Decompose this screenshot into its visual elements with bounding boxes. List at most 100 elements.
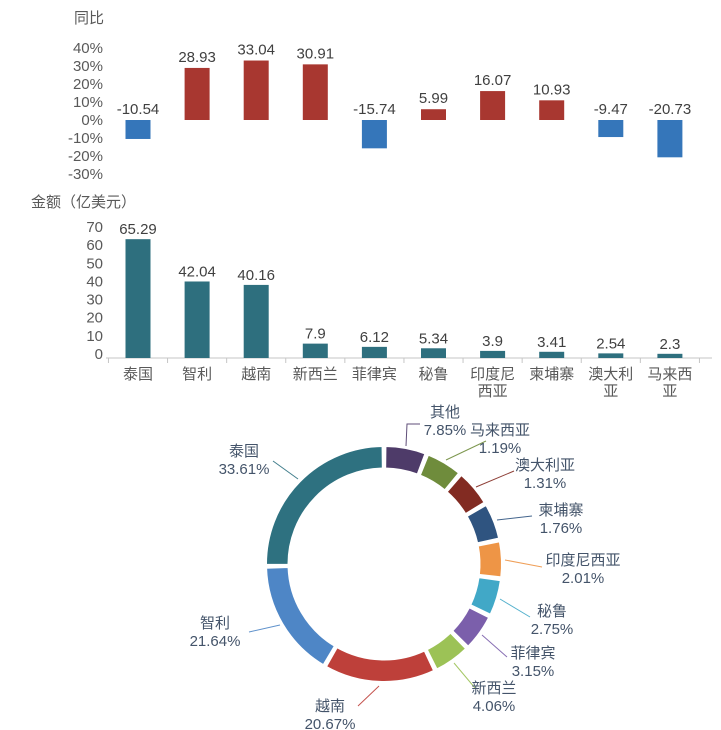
donut-slice-label: 越南: [315, 698, 345, 715]
amount-category-label: 泰国: [123, 366, 153, 383]
donut-slice: [450, 605, 491, 649]
amount-bar-value-label: 40.16: [237, 267, 275, 284]
donut-slice: [384, 444, 427, 476]
amount-bar-value-label: 6.12: [360, 329, 389, 346]
donut-leader-line: [248, 624, 281, 633]
amount-bar: [598, 353, 624, 358]
amount-bar: [657, 353, 683, 358]
amount-bar: [421, 348, 446, 358]
amount-bar: [539, 351, 565, 358]
donut-slice-label: 秘鲁: [537, 603, 567, 620]
donut-slice-pct-label: 20.67%: [305, 716, 356, 730]
amount-category-label: 智利: [182, 365, 212, 383]
yoy-bar-value-label: 16.07: [474, 72, 512, 89]
donut-slice-label: 柬埔寨: [538, 501, 583, 519]
donut-slice: [425, 631, 468, 671]
donut-slice: [264, 444, 384, 566]
yoy-bar-value-label: 33.04: [237, 42, 275, 59]
donut-slice: [468, 576, 503, 617]
yoy-bar: [657, 120, 683, 158]
yoy-y-tick-label: 20%: [73, 76, 103, 93]
amount-category-label: 亚: [662, 383, 677, 400]
yoy-bar: [243, 60, 269, 120]
donut-slice: [445, 473, 487, 516]
amount-y-tick-label: 0: [95, 346, 103, 363]
donut-leader-line: [453, 662, 476, 689]
donut-slice-pct-label: 33.61%: [219, 461, 270, 478]
donut-leader-line: [445, 440, 487, 461]
donut-slice-label: 泰国: [229, 443, 259, 460]
yoy-y-tick-label: -30%: [68, 166, 103, 183]
yoy-bar: [598, 120, 624, 138]
amount-bar-value-label: 65.29: [119, 221, 157, 238]
amount-chart-title: 金额（亿美元）: [31, 194, 137, 211]
amount-category-label: 马来西: [647, 366, 692, 383]
donut-slice: [418, 453, 461, 492]
amount-y-tick-label: 60: [86, 237, 103, 254]
donut-slice-pct-label: 1.19%: [479, 440, 522, 457]
yoy-y-tick-label: 0%: [81, 112, 103, 129]
amount-bar-value-label: 42.04: [178, 263, 216, 280]
donut-slice-label: 菲律宾: [510, 645, 555, 662]
yoy-bar-value-label: -20.73: [649, 101, 692, 118]
donut-slice: [324, 645, 436, 683]
yoy-bar: [539, 100, 565, 120]
amount-category-label: 印度尼: [470, 366, 515, 383]
donut-leader-line: [405, 423, 420, 447]
yoy-y-tick-label: -10%: [68, 130, 103, 147]
donut-slice-label: 印度尼西亚: [545, 552, 620, 569]
amount-y-tick-label: 10: [86, 328, 103, 345]
donut-slice-pct-label: 4.06%: [473, 698, 516, 715]
amount-y-tick-label: 70: [86, 219, 103, 236]
donut-slice-label: 其他: [430, 404, 460, 421]
yoy-bar: [480, 91, 506, 120]
yoy-bar-value-label: 30.91: [297, 45, 335, 62]
donut-slice-label: 新西兰: [471, 680, 516, 697]
yoy-bar-value-label: 5.99: [419, 90, 448, 107]
amount-y-tick-label: 50: [86, 255, 103, 272]
donut-slice-pct-label: 7.85%: [424, 422, 467, 439]
amount-category-label: 越南: [241, 366, 271, 383]
amount-y-tick-label: 30: [86, 292, 103, 309]
donut-leader-line: [499, 598, 531, 618]
yoy-y-tick-label: 40%: [73, 40, 103, 57]
donut-slice-label: 澳大利亚: [515, 457, 575, 474]
donut-slice-pct-label: 21.64%: [190, 633, 241, 650]
amount-bar: [302, 343, 328, 358]
donut-leader-line: [357, 685, 380, 707]
amount-bar-value-label: 2.54: [596, 335, 625, 352]
amount-category-label: 新西兰: [293, 366, 338, 383]
amount-category-label: 澳大利: [588, 366, 633, 383]
yoy-bar-value-label: -9.47: [594, 101, 628, 118]
amount-bar-value-label: 3.9: [482, 333, 503, 350]
yoy-bar-value-label: 28.93: [178, 49, 216, 66]
amount-bar-value-label: 5.34: [419, 330, 448, 347]
yoy-bar-value-label: -10.54: [117, 101, 160, 118]
yoy-bar: [302, 64, 328, 120]
donut-slice-pct-label: 1.76%: [540, 520, 583, 537]
amount-bar-value-label: 3.41: [537, 334, 566, 351]
donut-slice: [465, 503, 501, 545]
amount-bar: [243, 284, 269, 358]
yoy-bar-value-label: -15.74: [353, 101, 396, 118]
donut-slice-label: 智利: [200, 614, 230, 632]
amount-bar: [480, 350, 506, 358]
yoy-bar: [361, 120, 387, 149]
amount-category-label: 菲律宾: [352, 366, 397, 383]
donut-leader-line: [272, 460, 299, 480]
amount-bar: [125, 239, 151, 358]
yoy-y-tick-label: 30%: [73, 58, 103, 75]
yoy-bar: [421, 109, 446, 120]
donut-slice-pct-label: 3.15%: [512, 663, 555, 680]
donut-leader-line: [504, 559, 543, 568]
yoy-bar: [184, 67, 210, 120]
donut-slice: [265, 566, 337, 667]
amount-y-tick-label: 20: [86, 310, 103, 327]
donut-slice-pct-label: 2.01%: [562, 570, 605, 587]
amount-category-label: 西亚: [478, 383, 508, 400]
amount-category-label: 秘鲁: [418, 366, 448, 383]
donut-leader-line: [496, 515, 533, 521]
donut-leader-line: [481, 634, 508, 658]
